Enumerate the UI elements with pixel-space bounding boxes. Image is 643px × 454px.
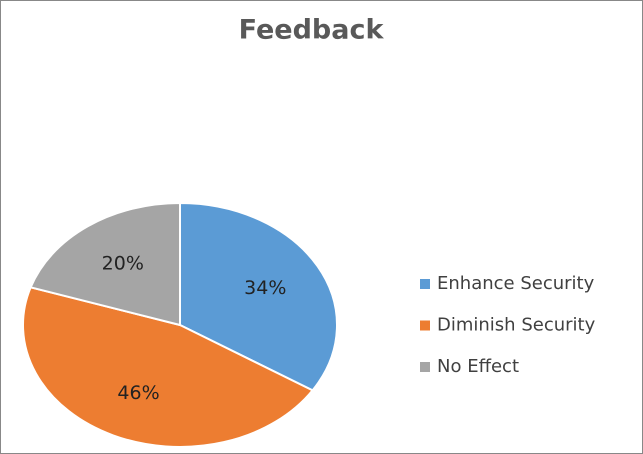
data-label: 20%	[102, 252, 144, 274]
legend-swatch	[420, 320, 430, 331]
legend-label: No Effect	[437, 356, 519, 377]
chart-title: Feedback	[239, 15, 385, 46]
legend-swatch	[420, 362, 430, 372]
legend-swatch	[420, 279, 430, 289]
pie-slice	[22, 286, 315, 448]
legend-label: Enhance Security	[437, 273, 595, 294]
legend-label: Diminish Security	[437, 315, 596, 336]
pie-slice	[29, 201, 181, 327]
data-label: 46%	[117, 382, 159, 404]
data-label: 34%	[244, 277, 286, 299]
